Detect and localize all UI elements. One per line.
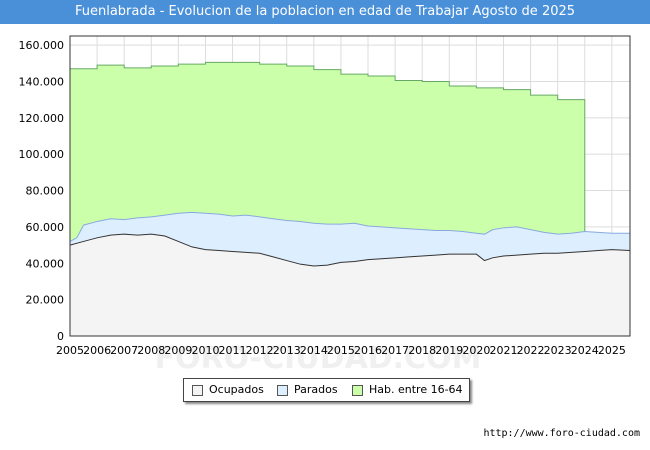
- x-tick-label: 2018: [408, 344, 436, 357]
- legend-label-ocupados: Ocupados: [209, 383, 264, 396]
- x-tick-label: 2008: [137, 344, 165, 357]
- legend-swatch-parados: [277, 384, 288, 396]
- x-tick-label: 2009: [164, 344, 192, 357]
- y-tick-label: 0: [57, 330, 64, 343]
- x-tick-label: 2023: [544, 344, 572, 357]
- legend-item-ocupados: Ocupados: [192, 383, 264, 397]
- y-tick-label: 160.000: [19, 39, 65, 52]
- y-tick-label: 80.000: [26, 185, 65, 198]
- x-tick-label: 2013: [273, 344, 301, 357]
- legend-swatch-ocupados: [192, 384, 203, 396]
- legend-label-hab: Hab. entre 16-64: [369, 383, 463, 396]
- source-url[interactable]: http://www.foro-ciudad.com: [483, 428, 640, 439]
- legend-item-parados: Parados: [277, 383, 338, 397]
- watermark: FORO-CIUDAD.COM: [155, 341, 482, 376]
- x-tick-label: 2021: [489, 344, 517, 357]
- data-areas: [69, 61, 631, 337]
- x-tick-label: 2010: [191, 344, 219, 357]
- y-tick-label: 100.000: [19, 148, 65, 161]
- x-tick-label: 2024: [571, 344, 599, 357]
- x-tick-label: 2016: [354, 344, 382, 357]
- x-tick-label: 2019: [435, 344, 463, 357]
- ocupados-area: [70, 234, 630, 336]
- ocupados-line: [69, 233, 631, 267]
- legend-swatch-hab: [352, 384, 363, 396]
- legend-item-hab: Hab. entre 16-64: [352, 383, 463, 397]
- x-tick-label: 2015: [327, 344, 355, 357]
- legend: Ocupados Parados Hab. entre 16-64: [183, 378, 470, 402]
- x-tick-label: 2017: [381, 344, 409, 357]
- plot-frame: [69, 35, 631, 337]
- chart-title: Fuenlabrada - Evolucion de la poblacion …: [0, 0, 650, 24]
- chart-area: FORO-CIUDAD.COM 0 20.000 40.000 60.000 80.00…: [19, 35, 631, 376]
- x-tick-label: 2012: [246, 344, 274, 357]
- x-tick-label: 2006: [83, 344, 111, 357]
- y-tick-label: 120.000: [19, 112, 65, 125]
- x-tick-label: 2022: [517, 344, 545, 357]
- axes: 0 20.000 40.000 60.000 80.000 100.000 120.000 1…: [19, 35, 631, 357]
- x-tick-label: 2005: [56, 344, 84, 357]
- y-tick-label: 20.000: [26, 294, 65, 307]
- x-tick-label: 2011: [219, 344, 247, 357]
- y-tick-label: 140.000: [19, 75, 65, 88]
- x-tick-label: 2007: [110, 344, 138, 357]
- y-tick-label: 40.000: [26, 257, 65, 270]
- x-tick-label: 2020: [462, 344, 490, 357]
- y-tick-label: 60.000: [26, 221, 65, 234]
- x-tick-label: 2014: [300, 344, 328, 357]
- x-tick-label: 2025: [598, 344, 626, 357]
- legend-label-parados: Parados: [294, 383, 338, 396]
